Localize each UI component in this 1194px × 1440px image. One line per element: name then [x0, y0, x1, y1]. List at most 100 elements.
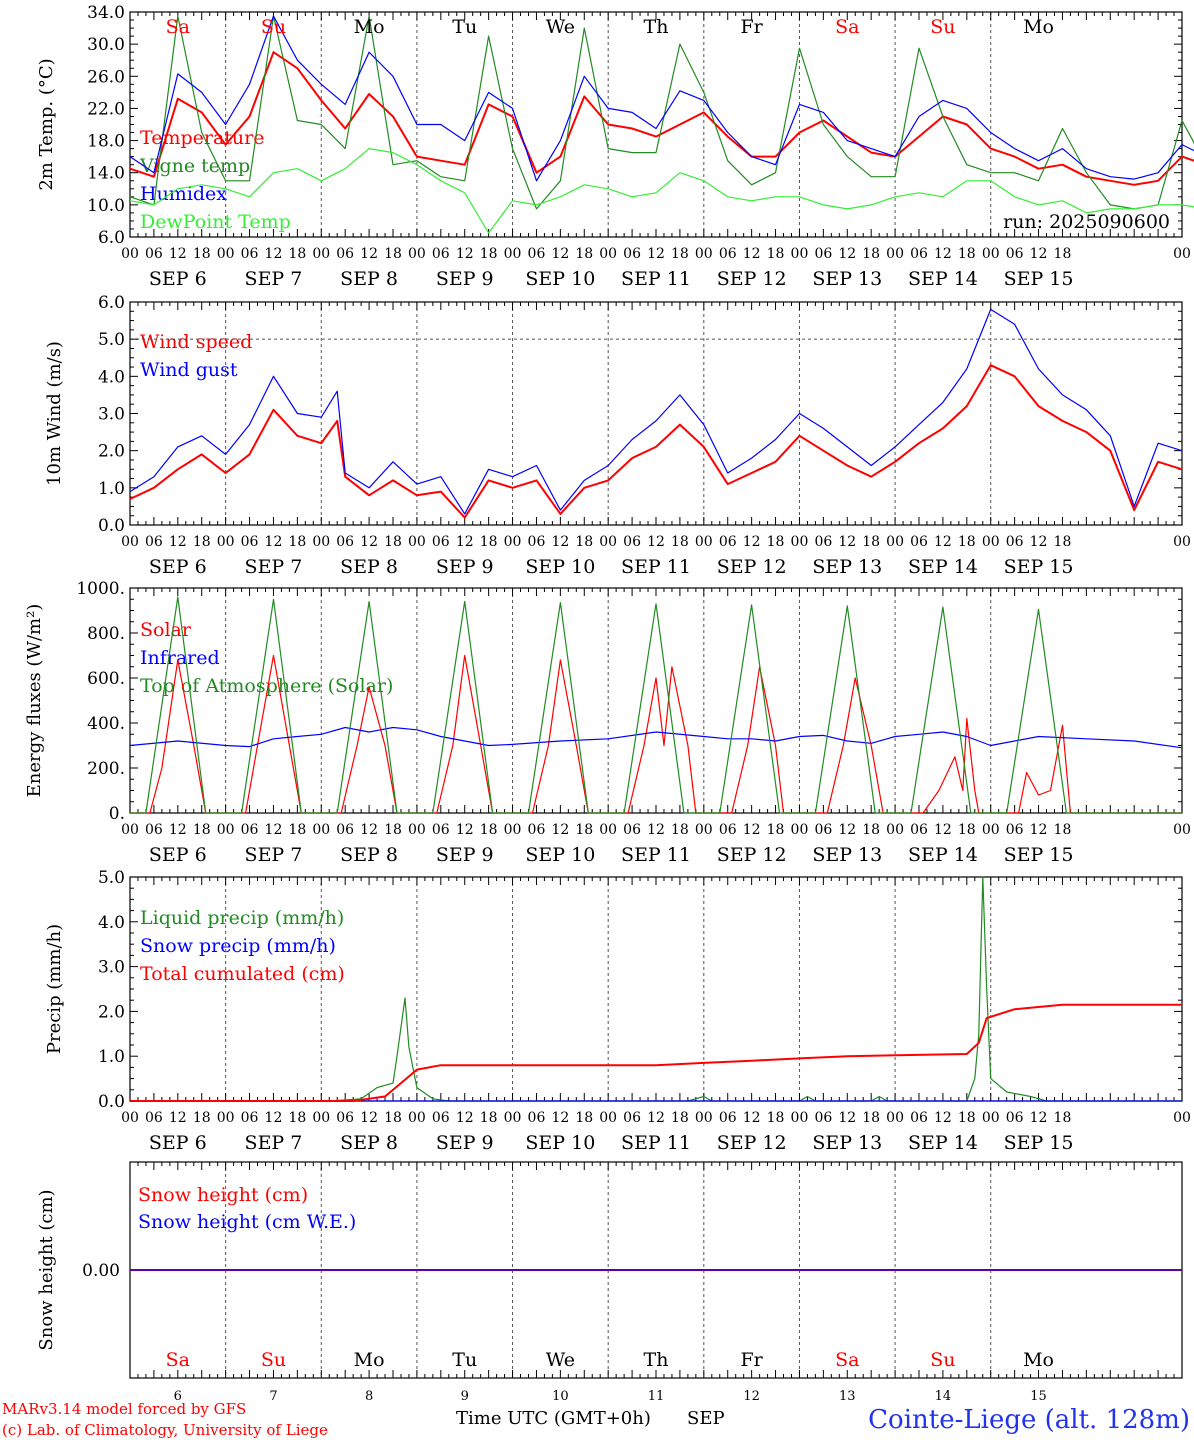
day-number: 7: [269, 1389, 277, 1404]
day-name: Mo: [1023, 16, 1054, 38]
series-line-1: [130, 654, 1182, 814]
hour-label: 12: [169, 534, 187, 550]
date-label: SEP 9: [436, 844, 494, 866]
hour-label: 06: [623, 1110, 641, 1126]
date-label: SEP 7: [245, 556, 303, 578]
y-tick-label: 600.: [87, 669, 125, 689]
panel-4: 0.0 1.0 2.0 3.0 4.0 5.0 Precip (mm/h) 00 06 12 18 S…: [44, 868, 1191, 1154]
hour-label: 00: [695, 246, 713, 262]
hour-label: 18: [384, 1110, 402, 1126]
legend-snow-height: Snow height (cm): [138, 1184, 308, 1206]
day-name: Fr: [741, 1349, 764, 1371]
hour-label: 12: [647, 1110, 665, 1126]
hour-label: 00: [312, 1110, 330, 1126]
hour-label: 06: [719, 822, 737, 838]
hour-label: 18: [480, 534, 498, 550]
day-name: We: [546, 1349, 575, 1371]
hour-label: 12: [360, 246, 378, 262]
hour-label: 00: [121, 534, 139, 550]
date-label: SEP 10: [525, 556, 595, 578]
hour-label: 18: [671, 246, 689, 262]
date-label: SEP 8: [340, 844, 398, 866]
legend-infrared: Infrared: [140, 647, 220, 669]
hour-label: 06: [623, 246, 641, 262]
hour-label: 18: [958, 822, 976, 838]
legend-temperature: Temperature: [140, 127, 264, 149]
hour-label: 06: [528, 246, 546, 262]
y-tick-label: 5.0: [98, 330, 125, 350]
date-label: SEP 9: [436, 1132, 494, 1154]
hour-label: 00: [504, 246, 522, 262]
hour-label: 18: [671, 822, 689, 838]
hour-label: 00: [408, 1110, 426, 1126]
hour-label: 06: [241, 246, 259, 262]
hour-label: 06: [1006, 246, 1024, 262]
y-tick-label: 200.: [87, 759, 125, 779]
y-tick-label: 0.0: [98, 1092, 125, 1112]
hour-label: 06: [719, 246, 737, 262]
hour-label: 06: [1006, 1110, 1024, 1126]
hour-label: 18: [958, 1110, 976, 1126]
hour-label: 00: [312, 822, 330, 838]
hour-label: 00: [217, 534, 235, 550]
hour-label: 00: [982, 246, 1000, 262]
hour-label: 12: [743, 1110, 761, 1126]
hour-label: 12: [360, 1110, 378, 1126]
hour-label: 18: [193, 1110, 211, 1126]
legend-liquid-precip: Liquid precip (mm/h): [140, 907, 344, 929]
hour-label: 12: [838, 534, 856, 550]
panel2-legend: Wind speed Wind gust: [140, 331, 252, 381]
hour-label: 00: [504, 822, 522, 838]
day-name: Su: [930, 16, 955, 38]
date-label: SEP 9: [436, 556, 494, 578]
y-axis-label: Precip (mm/h): [44, 924, 65, 1054]
day-name: Tu: [452, 1349, 477, 1371]
y-tick-label: 1.0: [98, 479, 125, 499]
day-number: 14: [935, 1389, 952, 1404]
footer-time-axis: Time UTC (GMT+0h): [456, 1408, 651, 1429]
date-label: SEP 12: [717, 268, 787, 290]
hour-label: 00: [504, 534, 522, 550]
hour-label: 12: [647, 246, 665, 262]
hour-label: 18: [958, 534, 976, 550]
y-axis-label: 2m Temp. (°C): [36, 58, 57, 190]
y-tick-label: 30.0: [87, 35, 125, 55]
hour-label: 00: [408, 822, 426, 838]
series-line-3: [130, 1003, 1182, 1102]
hour-label: 12: [838, 822, 856, 838]
y-tick-label: 34.0: [87, 3, 125, 23]
hour-label: 00: [886, 1110, 904, 1126]
hour-label: 18: [193, 246, 211, 262]
hour-label: 06: [432, 246, 450, 262]
hour-label: 18: [671, 1110, 689, 1126]
hour-label: 18: [767, 1110, 785, 1126]
y-tick-label: 22.0: [87, 99, 125, 119]
hour-label: 06: [336, 1110, 354, 1126]
hour-label: 18: [480, 1110, 498, 1126]
y-axis-label: 10m Wind (m/s): [44, 341, 65, 486]
panel4-legend: Liquid precip (mm/h) Snow precip (mm/h) …: [140, 907, 345, 985]
hour-label: 06: [528, 1110, 546, 1126]
run-label: run: 2025090600: [1003, 211, 1170, 233]
y-tick-label: 2.0: [98, 442, 125, 462]
date-label: SEP 15: [1004, 556, 1074, 578]
hour-label: 18: [862, 1110, 880, 1126]
hour-label: 12: [551, 822, 569, 838]
hour-label: 18: [384, 822, 402, 838]
day-number: 10: [552, 1389, 569, 1404]
legend-wind-speed: Wind speed: [140, 331, 252, 353]
hour-label: 06: [145, 534, 163, 550]
hour-label: 18: [1054, 822, 1072, 838]
day-name: Mo: [354, 16, 385, 38]
day-name: Sa: [166, 1349, 190, 1371]
panel1-legend: Temperature Vigne temp Humidex DewPoint …: [139, 127, 1170, 233]
day-name: Mo: [1023, 1349, 1054, 1371]
hour-label: 06: [910, 822, 928, 838]
day-name: Th: [644, 1349, 669, 1371]
hour-label: 00: [121, 1110, 139, 1126]
hour-label: 18: [1054, 534, 1072, 550]
hour-label: 18: [671, 534, 689, 550]
hour-label: 12: [838, 246, 856, 262]
date-label: SEP 10: [525, 268, 595, 290]
